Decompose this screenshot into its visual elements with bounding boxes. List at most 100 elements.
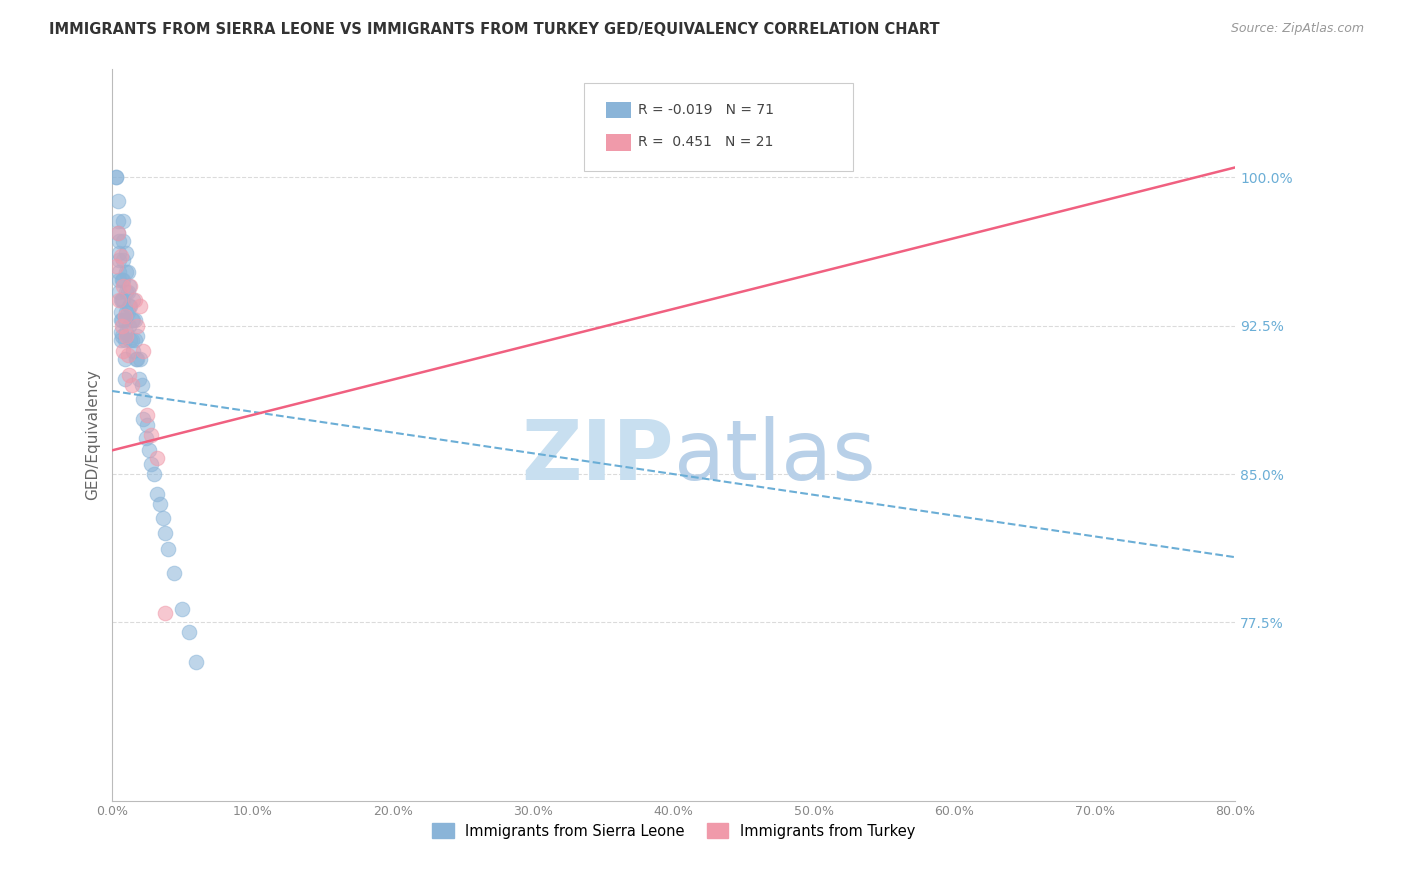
Point bbox=[136, 408, 159, 422]
Point bbox=[107, 214, 129, 228]
Point bbox=[114, 372, 136, 386]
Point bbox=[186, 655, 208, 669]
Point bbox=[132, 411, 155, 425]
Point bbox=[112, 234, 135, 248]
Point bbox=[120, 299, 142, 313]
Point bbox=[105, 170, 128, 185]
Point bbox=[111, 312, 134, 326]
Point bbox=[110, 325, 132, 339]
Point bbox=[157, 542, 180, 557]
Point bbox=[108, 253, 131, 268]
Point bbox=[121, 312, 143, 326]
Point bbox=[122, 312, 145, 326]
Legend: Immigrants from Sierra Leone, Immigrants from Turkey: Immigrants from Sierra Leone, Immigrants… bbox=[426, 817, 921, 845]
Point bbox=[122, 293, 145, 307]
Point bbox=[132, 344, 155, 359]
Point bbox=[128, 372, 150, 386]
Point bbox=[114, 312, 136, 326]
Point bbox=[108, 245, 131, 260]
Point bbox=[111, 328, 134, 343]
Point bbox=[155, 606, 177, 620]
Point bbox=[111, 293, 134, 307]
Point bbox=[112, 253, 135, 268]
Point bbox=[143, 467, 166, 481]
Point bbox=[115, 305, 138, 319]
Text: ZIP: ZIP bbox=[522, 416, 673, 497]
Point bbox=[114, 333, 136, 347]
Point bbox=[118, 279, 141, 293]
Text: atlas: atlas bbox=[673, 416, 876, 497]
Point bbox=[115, 265, 138, 279]
Point bbox=[108, 234, 131, 248]
Y-axis label: GED/Equivalency: GED/Equivalency bbox=[86, 369, 100, 500]
Point bbox=[107, 226, 129, 240]
Point bbox=[112, 279, 135, 293]
Text: IMMIGRANTS FROM SIERRA LEONE VS IMMIGRANTS FROM TURKEY GED/EQUIVALENCY CORRELATI: IMMIGRANTS FROM SIERRA LEONE VS IMMIGRAN… bbox=[49, 22, 939, 37]
Point bbox=[172, 601, 194, 615]
Point bbox=[127, 318, 149, 333]
Point bbox=[107, 226, 129, 240]
Point bbox=[124, 312, 146, 326]
Point bbox=[127, 328, 149, 343]
Point bbox=[112, 293, 135, 307]
Point bbox=[117, 305, 139, 319]
Point bbox=[110, 293, 132, 307]
Point bbox=[112, 273, 135, 287]
Point bbox=[115, 245, 138, 260]
Point bbox=[110, 305, 132, 319]
Point bbox=[108, 265, 131, 279]
Point bbox=[115, 325, 138, 339]
Point bbox=[111, 273, 134, 287]
Point bbox=[129, 352, 152, 367]
Point bbox=[115, 285, 138, 299]
Point bbox=[127, 352, 149, 367]
Text: R = -0.019   N = 71: R = -0.019 N = 71 bbox=[638, 103, 773, 117]
Point bbox=[138, 443, 160, 458]
Point bbox=[117, 348, 139, 362]
Point bbox=[135, 432, 157, 446]
Point bbox=[121, 378, 143, 392]
Point bbox=[108, 293, 131, 307]
Point bbox=[115, 328, 138, 343]
Point bbox=[152, 510, 174, 524]
Point bbox=[122, 344, 145, 359]
Point bbox=[111, 318, 134, 333]
Point bbox=[105, 170, 128, 185]
Point bbox=[112, 214, 135, 228]
Point bbox=[117, 285, 139, 299]
Point bbox=[114, 309, 136, 323]
Point bbox=[112, 344, 135, 359]
Point bbox=[131, 378, 153, 392]
Point bbox=[132, 392, 155, 406]
FancyBboxPatch shape bbox=[583, 83, 853, 171]
Point bbox=[141, 427, 163, 442]
Point bbox=[105, 260, 128, 274]
Point bbox=[110, 333, 132, 347]
Point bbox=[107, 194, 129, 208]
Point bbox=[114, 352, 136, 367]
Point bbox=[146, 487, 169, 501]
Point bbox=[146, 451, 169, 466]
Point bbox=[136, 417, 159, 432]
Point bbox=[118, 318, 141, 333]
Text: R =  0.451   N = 21: R = 0.451 N = 21 bbox=[638, 136, 773, 150]
Point bbox=[110, 312, 132, 326]
Point bbox=[118, 368, 141, 383]
Point bbox=[108, 273, 131, 287]
Point bbox=[155, 526, 177, 541]
Point bbox=[118, 299, 141, 313]
Point bbox=[149, 497, 172, 511]
Point bbox=[108, 285, 131, 299]
Point bbox=[125, 352, 148, 367]
Point bbox=[179, 625, 201, 640]
Point bbox=[121, 333, 143, 347]
Point bbox=[120, 333, 142, 347]
Point bbox=[124, 293, 146, 307]
FancyBboxPatch shape bbox=[606, 135, 631, 151]
Point bbox=[110, 250, 132, 264]
Text: Source: ZipAtlas.com: Source: ZipAtlas.com bbox=[1230, 22, 1364, 36]
Point bbox=[117, 265, 139, 279]
Point bbox=[124, 333, 146, 347]
FancyBboxPatch shape bbox=[606, 103, 631, 119]
Point bbox=[129, 299, 152, 313]
